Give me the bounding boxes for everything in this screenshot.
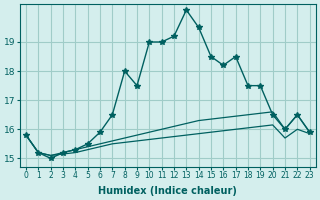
X-axis label: Humidex (Indice chaleur): Humidex (Indice chaleur) (98, 186, 237, 196)
